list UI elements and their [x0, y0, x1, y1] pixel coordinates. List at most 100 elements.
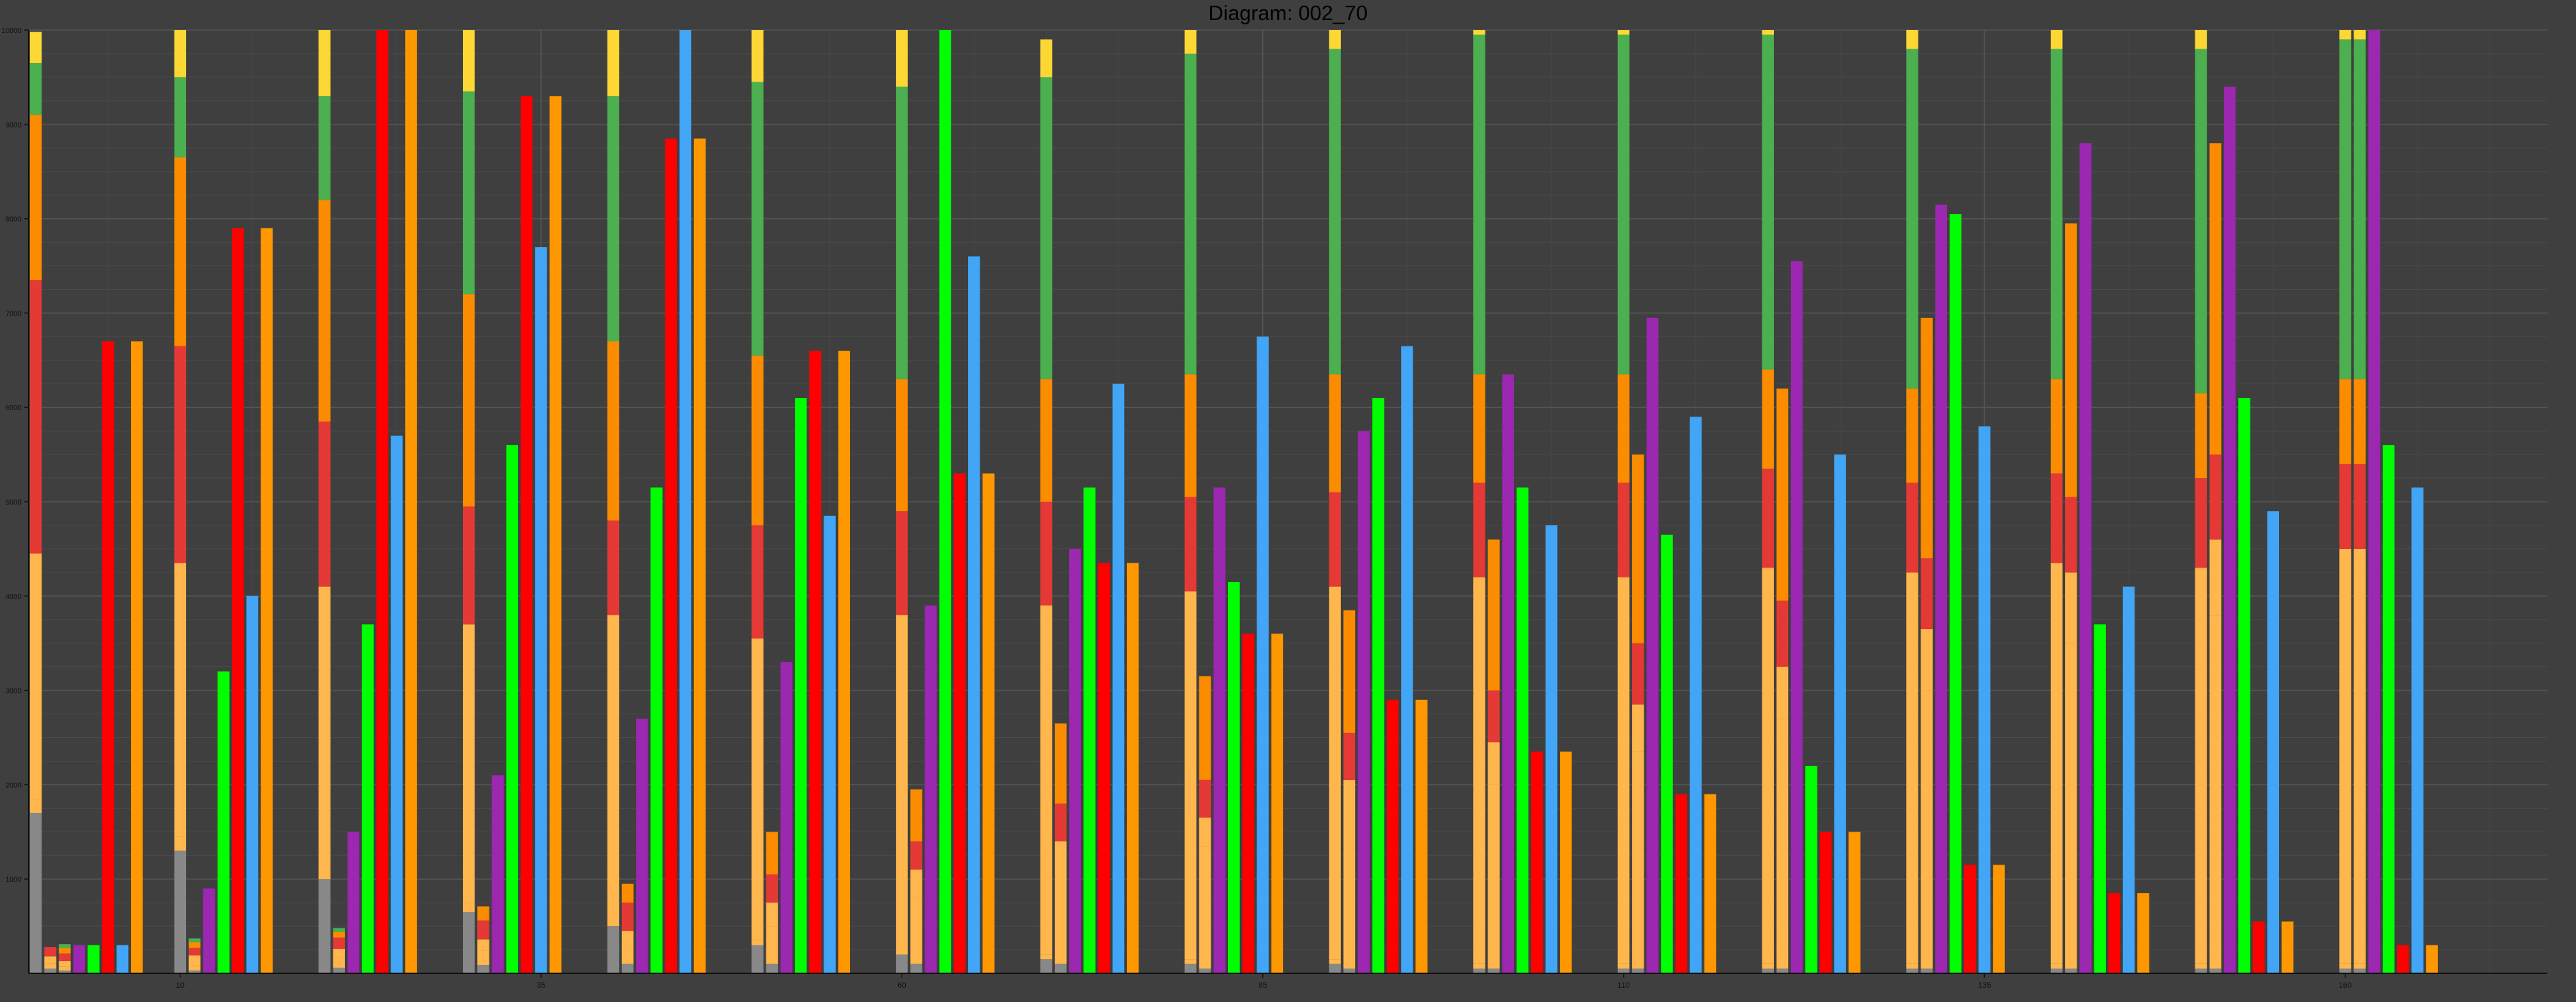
bar-segment-grey	[59, 971, 71, 973]
bar-segment-light-orange	[2353, 548, 2366, 964]
bar-segment-grey	[1906, 968, 1918, 973]
bar-segment-light-orange	[188, 955, 201, 965]
bar-segment-red	[59, 953, 71, 961]
bar-segment-light-orange	[621, 945, 634, 964]
bar-segment-grey	[1329, 963, 1341, 973]
bar-segment-light-orange	[44, 956, 57, 964]
bar-blue	[967, 256, 980, 973]
bar-segment-red	[174, 346, 187, 563]
bar-segment-light-orange	[1906, 963, 1918, 969]
x-tick-label: 160	[2338, 981, 2351, 990]
x-tick-label: 10	[176, 981, 185, 990]
y-tick-label: 7000	[6, 310, 22, 318]
bar-deep-orange	[2137, 892, 2150, 973]
bar-lime	[2382, 444, 2395, 973]
bar-segment-grey	[29, 812, 42, 973]
bar-segment-red	[2050, 473, 2063, 563]
bar-purple	[2079, 143, 2092, 973]
bar-segment-red	[2195, 478, 2207, 568]
bar-lime	[87, 945, 100, 973]
bar-pure-red	[1963, 865, 1976, 973]
bar-segment-green	[59, 944, 71, 948]
bar-segment-grey	[462, 912, 475, 973]
bar-segment-orange	[896, 379, 908, 512]
bar-blue	[2267, 511, 2280, 973]
bar-blue	[391, 435, 403, 973]
bar-segment-light-orange	[1762, 963, 1774, 969]
y-tick-label: 6000	[6, 404, 22, 412]
bar-segment-light-orange	[1199, 846, 1211, 969]
bar-segment-light-orange	[2050, 963, 2063, 969]
bar-segment-light-orange	[1617, 577, 1630, 964]
bar-segment-orange	[751, 355, 763, 525]
bar-segment-grey	[1488, 968, 1500, 973]
bar-segment-light-orange	[910, 870, 922, 898]
bar-purple	[1357, 431, 1370, 973]
bar-segment-orange	[2209, 143, 2222, 455]
bar-blue	[1834, 454, 1846, 973]
bar-segment-orange	[1473, 374, 1485, 483]
bar-segment-light-orange	[2050, 563, 2063, 964]
bar-segment-light-orange	[607, 921, 620, 927]
bar-segment-light-orange	[174, 563, 187, 837]
bar-segment-orange	[1055, 723, 1067, 804]
bar-deep-orange	[405, 30, 417, 973]
bar-segment-red	[607, 520, 620, 616]
bar-segment-orange	[318, 200, 331, 422]
bar-segment-red	[1488, 690, 1500, 743]
bar-segment-yellow	[1329, 30, 1341, 49]
bar-segment-light-orange	[910, 898, 922, 964]
bar-pure-red	[1675, 794, 1687, 973]
bar-segment-red	[1055, 803, 1067, 842]
bar-segment-light-orange	[1617, 963, 1630, 969]
bar-lime	[361, 624, 374, 973]
bar-segment-grey	[621, 963, 634, 973]
bar-segment-yellow	[462, 30, 475, 92]
bar-blue	[2411, 487, 2424, 973]
bar-pure-red	[1242, 633, 1254, 973]
bar-segment-light-orange	[188, 965, 201, 971]
bar-segment-green	[1040, 77, 1053, 379]
bar-segment-light-orange	[1199, 817, 1211, 847]
bar-segment-grey	[1184, 963, 1197, 973]
bar-deep-orange	[1704, 794, 1717, 973]
bar-blue	[1979, 426, 1991, 973]
bar-segment-grey	[2065, 968, 2077, 973]
bar-segment-grey	[1343, 968, 1356, 973]
bar-segment-grey	[766, 963, 779, 973]
bar-segment-light-orange	[751, 638, 763, 940]
bar-segment-grey	[333, 968, 345, 973]
bar-segment-light-orange	[333, 958, 345, 968]
bar-segment-orange	[462, 294, 475, 507]
bar-segment-yellow	[2050, 30, 2063, 49]
bar-segment-light-orange	[751, 940, 763, 945]
bar-segment-light-orange	[621, 930, 634, 945]
bar-segment-orange	[1906, 388, 1918, 483]
bar-segment-light-orange	[766, 926, 779, 964]
bar-segment-light-orange	[766, 903, 779, 927]
bar-segment-green	[1184, 53, 1197, 375]
bar-segment-light-orange	[1055, 841, 1067, 870]
bar-purple	[2368, 30, 2381, 973]
bar-segment-yellow	[1762, 30, 1774, 35]
bar-segment-orange	[1617, 374, 1630, 483]
bar-segment-green	[174, 77, 187, 157]
bar-segment-orange	[2195, 393, 2207, 479]
bar-segment-light-orange	[1329, 959, 1341, 964]
bar-segment-light-orange	[1631, 752, 1644, 969]
bar-blue	[1545, 525, 1558, 973]
bar-segment-red	[910, 841, 922, 870]
bar-segment-light-orange	[1762, 568, 1774, 964]
y-tick-label: 8000	[6, 216, 22, 224]
bar-deep-orange	[838, 351, 850, 973]
bar-purple	[636, 719, 648, 973]
bar-segment-yellow	[1184, 30, 1197, 54]
bar-segment-red	[477, 920, 489, 940]
bar-segment-light-orange	[477, 950, 489, 965]
bar-segment-yellow	[751, 30, 763, 82]
bar-segment-grey	[2050, 968, 2063, 973]
bar-purple	[1069, 548, 1081, 973]
bar-segment-light-orange	[333, 948, 345, 958]
bar-blue	[1401, 346, 1413, 973]
